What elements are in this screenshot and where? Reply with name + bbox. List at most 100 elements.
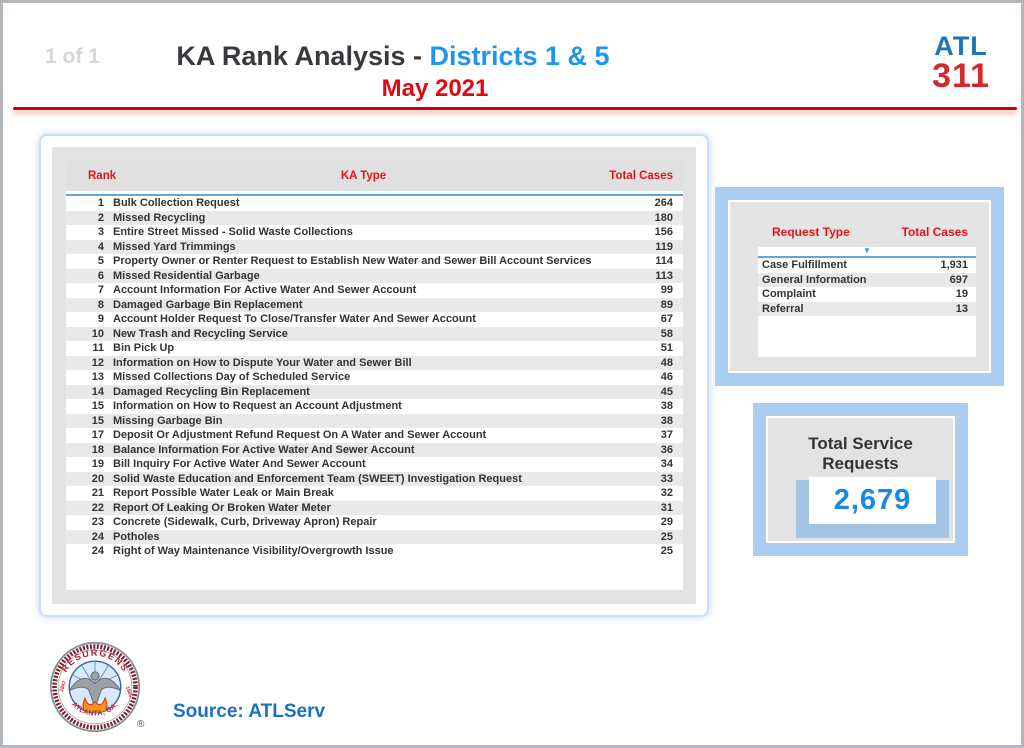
rank-cell: 10	[91, 327, 104, 340]
rank-cell: 15	[91, 414, 104, 427]
ka-type-cell: Missed Recycling	[113, 211, 206, 224]
total-service-requests-panel: Total Service Requests 2,679	[753, 403, 968, 556]
registered-trademark-symbol: ®	[137, 719, 145, 730]
ka-type-cell: Account Holder Request To Close/Transfer…	[113, 313, 476, 326]
rank-cell: 8	[97, 298, 104, 311]
total-cases-cell: 38	[660, 400, 673, 413]
request-type-cell: General Information	[762, 273, 867, 286]
total-cases-cell: 19	[955, 288, 968, 301]
ka-type-cell: Potholes	[113, 530, 160, 543]
rank-cell: 9	[97, 313, 104, 326]
total-cases-cell: 34	[660, 458, 673, 471]
header-divider-rule	[13, 107, 1017, 110]
atl311-logo-atl: ATL	[934, 31, 988, 61]
rank-cell: 23	[91, 516, 104, 529]
total-cases-cell: 31	[660, 501, 673, 514]
total-cases-cell: 264	[654, 197, 673, 210]
table-row: Complaint 19	[758, 287, 976, 302]
request-type-cell: Complaint	[762, 288, 816, 301]
rank-cell: 12	[91, 356, 104, 369]
page-subtitle: May 2021	[381, 75, 489, 102]
rank-cell: 4	[97, 240, 104, 253]
ka-type-cell: Bill Inquiry For Active Water And Sewer …	[113, 458, 366, 471]
sort-arrow-icon[interactable]: ▼	[863, 246, 871, 255]
table-row: 10 New Trash and Recycling Service 58	[66, 326, 683, 341]
table-row: 5 Property Owner or Renter Request to Est…	[66, 254, 683, 269]
ka-type-cell: Information on How to Request an Account…	[113, 400, 402, 413]
total-cases-cell: 32	[660, 487, 673, 500]
total-service-requests-value: 2,679	[833, 484, 912, 516]
total-cases-cell: 25	[660, 530, 673, 543]
total-cases-cell: 89	[660, 298, 673, 311]
total-cases-cell: 156	[654, 226, 673, 239]
rank-cell: 19	[91, 458, 104, 471]
total-cases-cell: 67	[660, 313, 673, 326]
total-cases-cell: 37	[660, 429, 673, 442]
source-label: Source: ATLServ	[173, 701, 326, 722]
request-type-panel: Request Type Total Cases ▼ Case Fulfillm…	[715, 187, 1004, 386]
request-type-table: Request Type Total Cases ▼ Case Fulfillm…	[758, 217, 976, 357]
page-title: KA Rank Analysis - Districts 1 & 5	[113, 41, 673, 72]
ka-type-cell: Information on How to Dispute Your Water…	[113, 356, 412, 369]
total-cases-cell: 48	[660, 356, 673, 369]
table-row: 19 Bill Inquiry For Active Water And Sewe…	[66, 457, 683, 472]
rank-cell: 20	[91, 472, 104, 485]
table-row: 8 Damaged Garbage Bin Replacement 89	[66, 297, 683, 312]
total-cases-cell: 114	[655, 255, 673, 268]
ka-rank-table-header: Rank KA Type Total Cases	[66, 161, 683, 191]
total-cases-column-header[interactable]: Total Cases	[609, 170, 673, 182]
ka-rank-table-body: 1 Bulk Collection Request 264 2 Missed Recyc…	[66, 196, 683, 559]
total-cases-cell: 58	[660, 327, 673, 340]
rank-cell: 22	[91, 501, 104, 514]
total-cases-cell: 119	[655, 240, 673, 253]
table-row: 15 Information on How to Request an Accou…	[66, 399, 683, 414]
table-row: Case Fulfillment 1,931	[758, 258, 976, 273]
table-row: 11 Bin Pick Up 51	[66, 341, 683, 356]
ka-type-cell: Missed Yard Trimmings	[113, 240, 236, 253]
sort-indicator-strip: ▼	[758, 247, 976, 256]
table-row: 2 Missed Recycling 180	[66, 210, 683, 225]
rank-cell: 7	[97, 284, 104, 297]
total-cases-cell: 113	[655, 269, 673, 282]
ka-type-cell: Damaged Garbage Bin Replacement	[113, 298, 303, 311]
total-value-box: 2,679	[809, 477, 936, 524]
rank-cell: 5	[97, 255, 104, 268]
request-type-cell: Referral	[762, 302, 804, 315]
ka-rank-panel-background: Rank KA Type Total Cases 1 Bulk Collectio…	[52, 147, 696, 604]
ka-rank-table: Rank KA Type Total Cases 1 Bulk Collectio…	[66, 161, 683, 590]
request-type-table-body: Case Fulfillment 1,931 General Information…	[758, 258, 976, 316]
request-type-cell: Case Fulfillment	[762, 259, 847, 272]
table-row: 7 Account Information For Active Water An…	[66, 283, 683, 298]
ka-type-cell: Bin Pick Up	[113, 342, 175, 355]
rank-cell: 13	[91, 371, 104, 384]
ka-type-column-header[interactable]: KA Type	[340, 170, 387, 182]
ka-type-cell: New Trash and Recycling Service	[113, 327, 288, 340]
header-underline	[758, 256, 976, 258]
rank-cell: 11	[92, 342, 104, 355]
total-cases-cell: 29	[660, 516, 673, 529]
request-total-cases-column-header[interactable]: Total Cases	[901, 225, 968, 239]
table-row: 15 Missing Garbage Bin 38	[66, 413, 683, 428]
header-underline	[66, 191, 683, 196]
ka-type-cell: Concrete (Sidewalk, Curb, Driveway Apron…	[113, 516, 377, 529]
page-indicator: 1 of 1	[45, 45, 100, 68]
rank-cell: 1	[97, 197, 104, 210]
total-cases-cell: 51	[660, 342, 673, 355]
rank-cell: 17	[91, 429, 104, 442]
total-cases-cell: 45	[660, 385, 673, 398]
ka-type-cell: Report Of Leaking Or Broken Water Meter	[113, 501, 331, 514]
rank-cell: 15	[91, 400, 104, 413]
total-cases-cell: 38	[660, 414, 673, 427]
table-row: 6 Missed Residential Garbage 113	[66, 268, 683, 283]
total-cases-cell: 697	[949, 273, 968, 286]
total-cases-cell: 36	[660, 443, 673, 456]
rank-cell: 21	[91, 487, 104, 500]
rank-column-header[interactable]: Rank	[88, 170, 117, 182]
ka-type-cell: Report Possible Water Leak or Main Break	[113, 487, 334, 500]
total-service-requests-card: Total Service Requests 2,679	[766, 416, 955, 543]
rank-cell: 3	[97, 226, 104, 239]
ka-type-cell: Account Information For Active Water And…	[113, 284, 417, 297]
request-type-column-header[interactable]: Request Type	[772, 225, 850, 239]
request-type-panel-background: Request Type Total Cases ▼ Case Fulfillm…	[728, 200, 991, 373]
ka-type-cell: Right of Way Maintenance Visibility/Over…	[113, 545, 394, 558]
